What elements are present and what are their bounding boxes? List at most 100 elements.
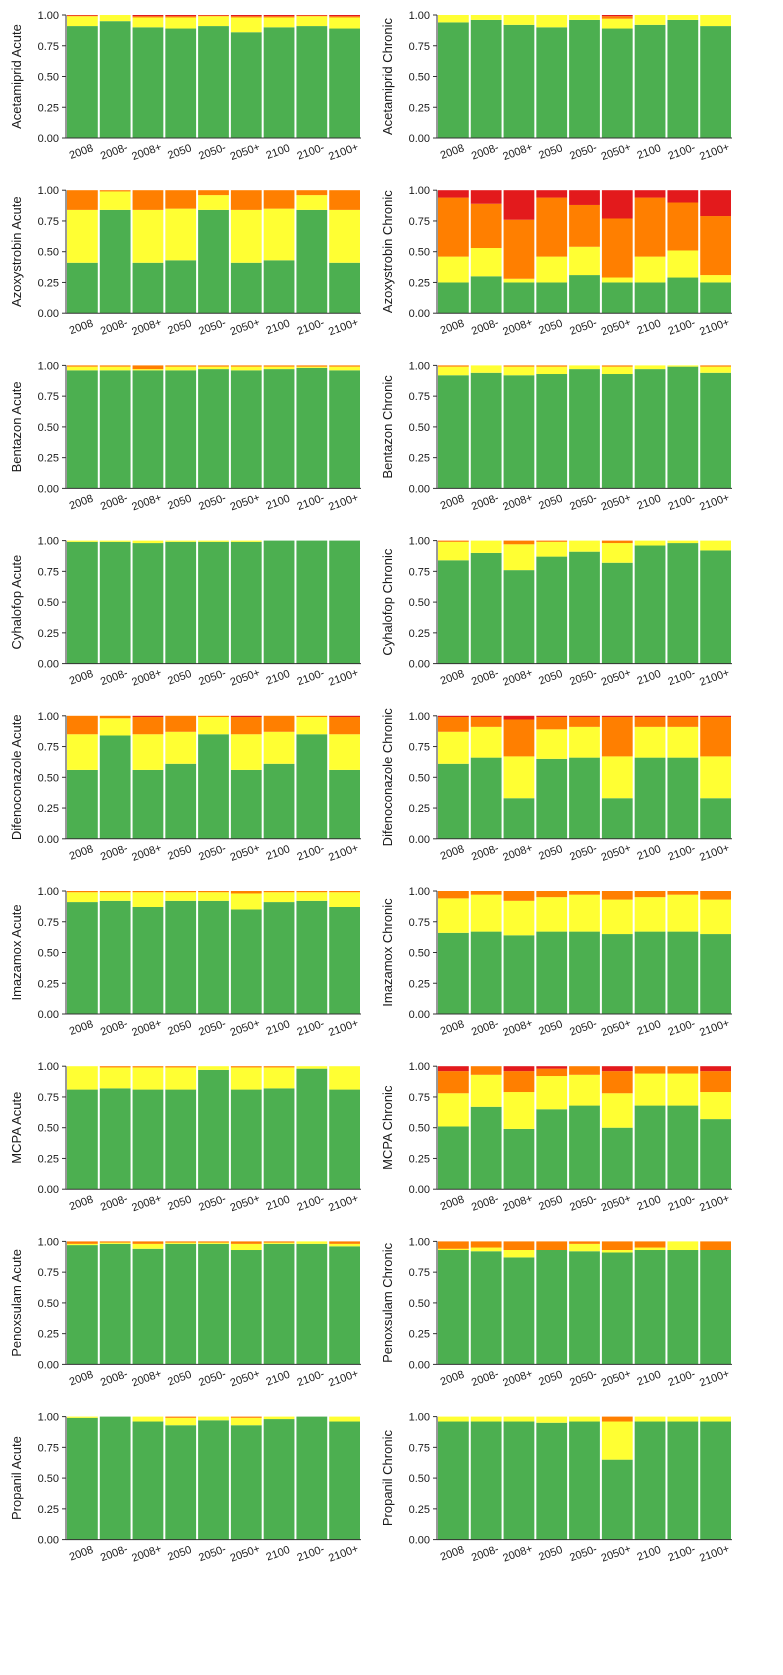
y-tick-label: 0.75: [38, 216, 59, 228]
bar-segment-yellow: [536, 15, 568, 28]
x-tick-label: 2050: [166, 843, 193, 863]
chart-panel-9: Difenoconazole Acute 0.00 0.25 0.50 0.75 1.00…: [9, 711, 361, 864]
y-tick-label: 0.00: [38, 1184, 59, 1196]
y-tick-label: 0.50: [38, 772, 59, 784]
bar-segment-yellow: [470, 365, 502, 373]
bar-segment-green: [296, 209, 328, 314]
x-tick-label: 2008: [68, 142, 95, 162]
bar-segment-green: [438, 1250, 469, 1365]
bar-segment-yellow: [503, 278, 535, 283]
bar-segment-yellow: [99, 1067, 131, 1089]
bar-segment-yellow: [601, 1250, 633, 1253]
x-tick-label: 2050-: [568, 317, 599, 338]
bar-segment-orange: [569, 1241, 600, 1244]
bar-segment-green: [99, 541, 131, 664]
x-tick-label: 2100+: [698, 1543, 731, 1565]
bar-segment-orange: [296, 891, 328, 893]
bar-segment-yellow: [132, 892, 164, 907]
bar-segment-red: [132, 15, 164, 17]
y-tick-label: 0.00: [409, 308, 430, 320]
bar-segment-green: [198, 734, 229, 839]
bar-segment-orange: [470, 1066, 502, 1075]
bar-segment-green: [230, 262, 262, 314]
x-tick-label: 2008-: [470, 667, 501, 688]
bar-segment-yellow: [165, 1417, 197, 1426]
bar-segment-orange: [536, 197, 568, 257]
x-tick-label: 2100-: [667, 1543, 698, 1564]
bar-segment-orange: [438, 365, 469, 367]
bar-segment-red: [198, 15, 229, 16]
bar-segment-orange: [296, 715, 328, 718]
y-tick-label: 0.75: [409, 216, 430, 228]
x-tick-label: 2050+: [229, 1543, 262, 1565]
bar-segment-red: [165, 15, 197, 17]
bar-segment-green: [667, 931, 699, 1014]
y-tick-label: 0.00: [409, 834, 430, 846]
y-axis-label: Azoxystrobin Chronic: [380, 190, 395, 313]
bar-segment-green: [470, 931, 502, 1014]
x-tick-label: 2008-: [99, 1193, 130, 1214]
bar-segment-yellow: [329, 1066, 360, 1090]
bar-segment-green: [536, 758, 568, 839]
bar-segment-yellow: [329, 892, 360, 907]
bar-segment-green: [132, 769, 164, 839]
x-tick-label: 2100: [636, 1369, 663, 1389]
x-tick-label: 2100-: [296, 1018, 327, 1039]
y-tick-label: 0.25: [409, 277, 430, 289]
bar-segment-orange: [99, 715, 131, 719]
bar-segment-yellow: [263, 208, 295, 261]
x-tick-label: 2050-: [568, 1368, 599, 1389]
bar-segment-orange: [132, 1241, 164, 1244]
bar-segment-green: [470, 1251, 502, 1365]
y-tick-label: 0.25: [38, 803, 59, 815]
bar-segment-green: [601, 1127, 633, 1190]
bar-segment-yellow: [132, 540, 164, 544]
y-tick-label: 1.00: [409, 185, 430, 197]
bar-segment-green: [99, 209, 131, 314]
bar-segment-red: [470, 190, 502, 204]
bar-segment-yellow: [438, 15, 469, 23]
y-tick-label: 1.00: [409, 10, 430, 22]
bar-segment-green: [503, 24, 535, 139]
bar-segment-red: [438, 715, 469, 718]
bar-segment-green: [67, 26, 98, 138]
bar-segment-yellow: [700, 540, 731, 551]
x-tick-label: 2008: [68, 1544, 95, 1564]
bar-segment-yellow: [296, 16, 328, 27]
bar-segment-green: [503, 282, 535, 314]
bar-segment-green: [165, 541, 197, 664]
bar-segment-green: [438, 22, 469, 139]
bar-segment-orange: [700, 1241, 731, 1251]
bar-segment-yellow: [601, 756, 633, 799]
x-tick-label: 2050-: [568, 1543, 599, 1564]
y-axis-label: Penoxsulam Acute: [9, 1249, 24, 1357]
bar-segment-yellow: [667, 365, 699, 367]
bar-segment-yellow: [99, 892, 131, 901]
bar-segment-orange: [296, 15, 328, 17]
x-tick-label: 2050+: [600, 141, 633, 163]
x-tick-label: 2008-: [470, 1368, 501, 1389]
bar-segment-orange: [700, 717, 731, 757]
x-tick-label: 2008: [68, 1369, 95, 1389]
bar-segment-orange: [99, 190, 131, 192]
y-tick-label: 0.25: [38, 1153, 59, 1165]
bar-segment-yellow: [230, 734, 262, 770]
y-tick-label: 0.00: [38, 834, 59, 846]
bar-segment-red: [438, 1066, 469, 1072]
bar-segment-green: [438, 932, 469, 1014]
bar-segment-yellow: [667, 1416, 699, 1422]
x-tick-label: 2050+: [600, 316, 633, 338]
bar-segment-green: [329, 769, 360, 839]
bar-segment-green: [536, 1422, 568, 1540]
x-tick-label: 2050: [537, 142, 564, 162]
bar-segment-yellow: [700, 899, 731, 935]
bar-segment-green: [569, 757, 600, 839]
y-tick-label: 1.00: [409, 1236, 430, 1248]
y-axis-label: Cyhalofop Acute: [9, 555, 24, 650]
y-tick-label: 0.00: [38, 1359, 59, 1371]
bar-segment-orange: [667, 1066, 699, 1074]
bar-segment-yellow: [67, 16, 98, 27]
bar-segment-orange: [165, 1416, 197, 1418]
x-tick-label: 2008: [439, 843, 466, 863]
bar-segment-orange: [700, 365, 731, 367]
